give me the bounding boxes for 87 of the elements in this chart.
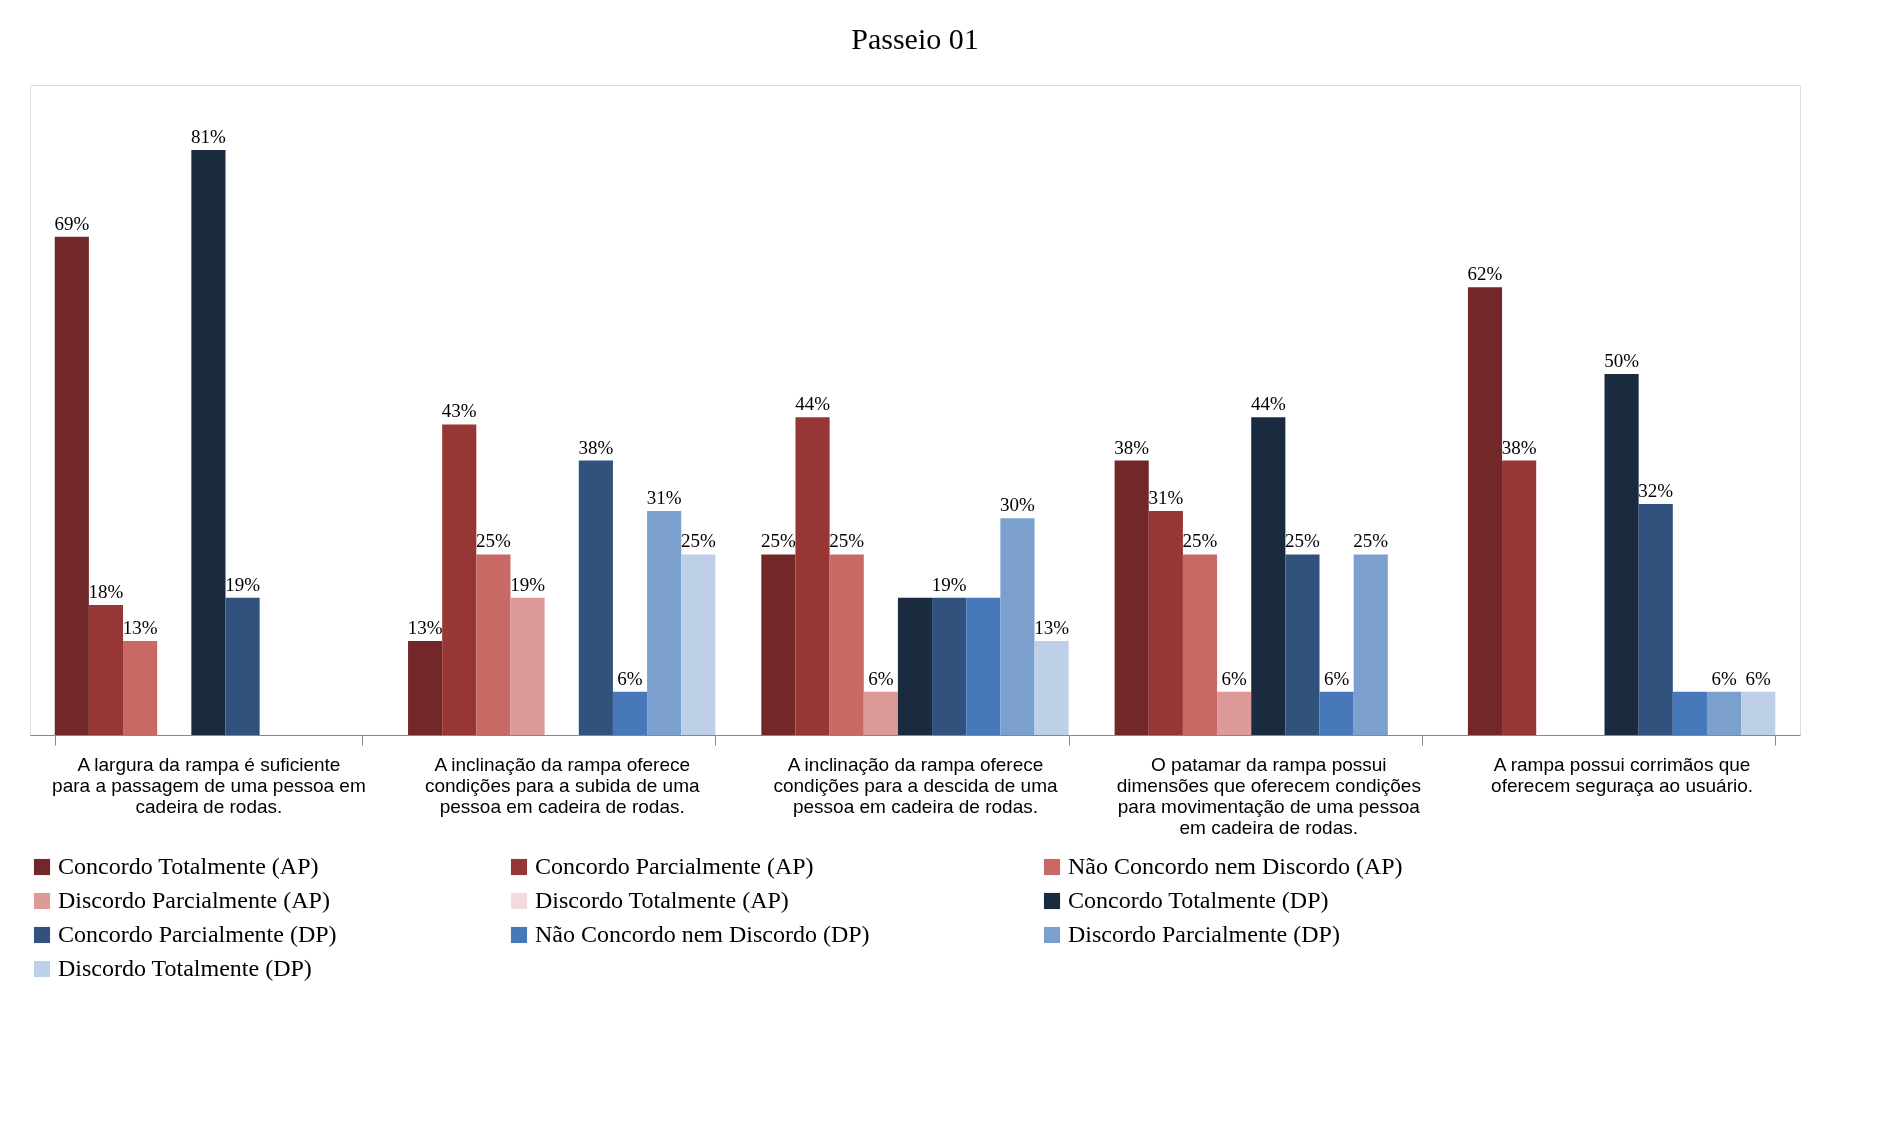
data-label: 25% bbox=[475, 530, 511, 552]
bar bbox=[932, 597, 967, 735]
data-label: 6% bbox=[1221, 667, 1247, 689]
x-tick-label: A rampa possui corrimãos que oferecem seguraça ao usuário. bbox=[1491, 753, 1754, 796]
bar bbox=[966, 597, 1001, 735]
bar bbox=[897, 597, 933, 735]
bar bbox=[476, 554, 511, 735]
bar bbox=[1706, 691, 1742, 735]
legend-label: Discordo Totalmente (AP) bbox=[535, 887, 789, 913]
data-label: 44% bbox=[1250, 393, 1286, 415]
data-label: 38% bbox=[578, 436, 614, 458]
legend-label: Discordo Totalmente (DP) bbox=[58, 955, 312, 981]
bar bbox=[578, 460, 613, 735]
bar bbox=[1638, 503, 1673, 735]
legend-label: Concordo Totalmente (AP) bbox=[58, 853, 319, 879]
data-label: 31% bbox=[1148, 487, 1184, 509]
legend-label: Não Concordo nem Discordo (DP) bbox=[535, 921, 870, 947]
data-label: 62% bbox=[1467, 263, 1503, 285]
bar bbox=[54, 236, 89, 735]
data-label: 6% bbox=[1745, 667, 1772, 689]
bar bbox=[1285, 554, 1320, 735]
data-label: 31% bbox=[646, 487, 682, 509]
data-label: 69% bbox=[54, 212, 90, 234]
legend-label: Concordo Totalmente (DP) bbox=[1068, 887, 1329, 913]
data-label: 6% bbox=[1323, 667, 1350, 689]
data-label: 50% bbox=[1604, 349, 1640, 371]
bar bbox=[191, 150, 226, 735]
bar bbox=[612, 691, 648, 735]
bar bbox=[225, 597, 260, 735]
data-label: 6% bbox=[1711, 667, 1737, 689]
data-label: 13% bbox=[1034, 617, 1070, 639]
data-label: 6% bbox=[868, 667, 894, 689]
bar bbox=[510, 597, 545, 735]
bar bbox=[1502, 460, 1537, 735]
bar bbox=[1251, 417, 1286, 735]
data-label: 19% bbox=[510, 573, 546, 595]
data-label: 32% bbox=[1638, 479, 1674, 501]
data-label: 25% bbox=[1285, 530, 1321, 552]
x-tick-label: A inclinação da rampa oferece condições para a subida de uma pessoa em cadeira de rodas. bbox=[424, 753, 700, 817]
bar bbox=[1148, 511, 1183, 735]
data-label: 81% bbox=[191, 126, 226, 147]
bar bbox=[863, 691, 898, 735]
legend-label: Não Concordo nem Discordo (AP) bbox=[1068, 853, 1403, 879]
bar bbox=[442, 424, 477, 735]
data-label: 38% bbox=[1501, 436, 1537, 458]
data-label: 43% bbox=[441, 400, 477, 422]
bar bbox=[1467, 287, 1503, 735]
data-label: 19% bbox=[931, 573, 967, 595]
legend-label: Concordo Parcialmente (DP) bbox=[58, 921, 337, 947]
legend-label: Concordo Parcialmente (AP) bbox=[535, 853, 814, 879]
bar bbox=[829, 554, 864, 735]
bar bbox=[1319, 691, 1354, 735]
bar bbox=[1034, 641, 1069, 735]
data-label: 44% bbox=[795, 393, 831, 415]
bar bbox=[1604, 373, 1639, 735]
bar bbox=[681, 554, 716, 735]
x-tick-label: A inclinação da rampa oferece condições para a descida de uma pessoa em cadeira de rodas. bbox=[773, 753, 1058, 817]
bar bbox=[1741, 691, 1776, 735]
x-tick-label: O patamar da rampa possui dimensões que oferecem condições para movimentação de uma pessoa em cadeira de rodas. bbox=[1116, 753, 1421, 838]
bar bbox=[1353, 554, 1388, 735]
bar bbox=[88, 605, 124, 735]
legend-label: Discordo Parcialmente (DP) bbox=[1068, 921, 1340, 947]
bar bbox=[647, 511, 682, 735]
bar bbox=[795, 417, 830, 735]
data-label: 38% bbox=[1114, 436, 1150, 458]
bar bbox=[1217, 691, 1252, 735]
data-label: 25% bbox=[829, 530, 865, 552]
bar bbox=[1672, 691, 1707, 735]
data-label: 18% bbox=[88, 581, 124, 602]
bar bbox=[408, 641, 443, 735]
data-label: 25% bbox=[1182, 530, 1218, 552]
chart-title: Passeio 01 bbox=[851, 22, 979, 55]
bar bbox=[1000, 518, 1035, 735]
data-label: 13% bbox=[407, 617, 443, 639]
data-label: 25% bbox=[760, 530, 796, 552]
bar bbox=[1182, 554, 1218, 735]
data-label: 6% bbox=[617, 667, 643, 689]
bar bbox=[1114, 460, 1149, 735]
data-label: 13% bbox=[122, 617, 158, 639]
x-tick-label: A largura da rampa é suficiente para a passagem de uma pessoa em cadeira de rodas. bbox=[52, 753, 366, 817]
bar bbox=[761, 554, 796, 735]
bar bbox=[123, 641, 158, 735]
data-label: 25% bbox=[1353, 530, 1389, 552]
data-label: 25% bbox=[680, 530, 716, 552]
legend-label: Discordo Parcialmente (AP) bbox=[58, 887, 330, 913]
data-label: 30% bbox=[1000, 494, 1036, 516]
data-label: 19% bbox=[225, 573, 261, 595]
